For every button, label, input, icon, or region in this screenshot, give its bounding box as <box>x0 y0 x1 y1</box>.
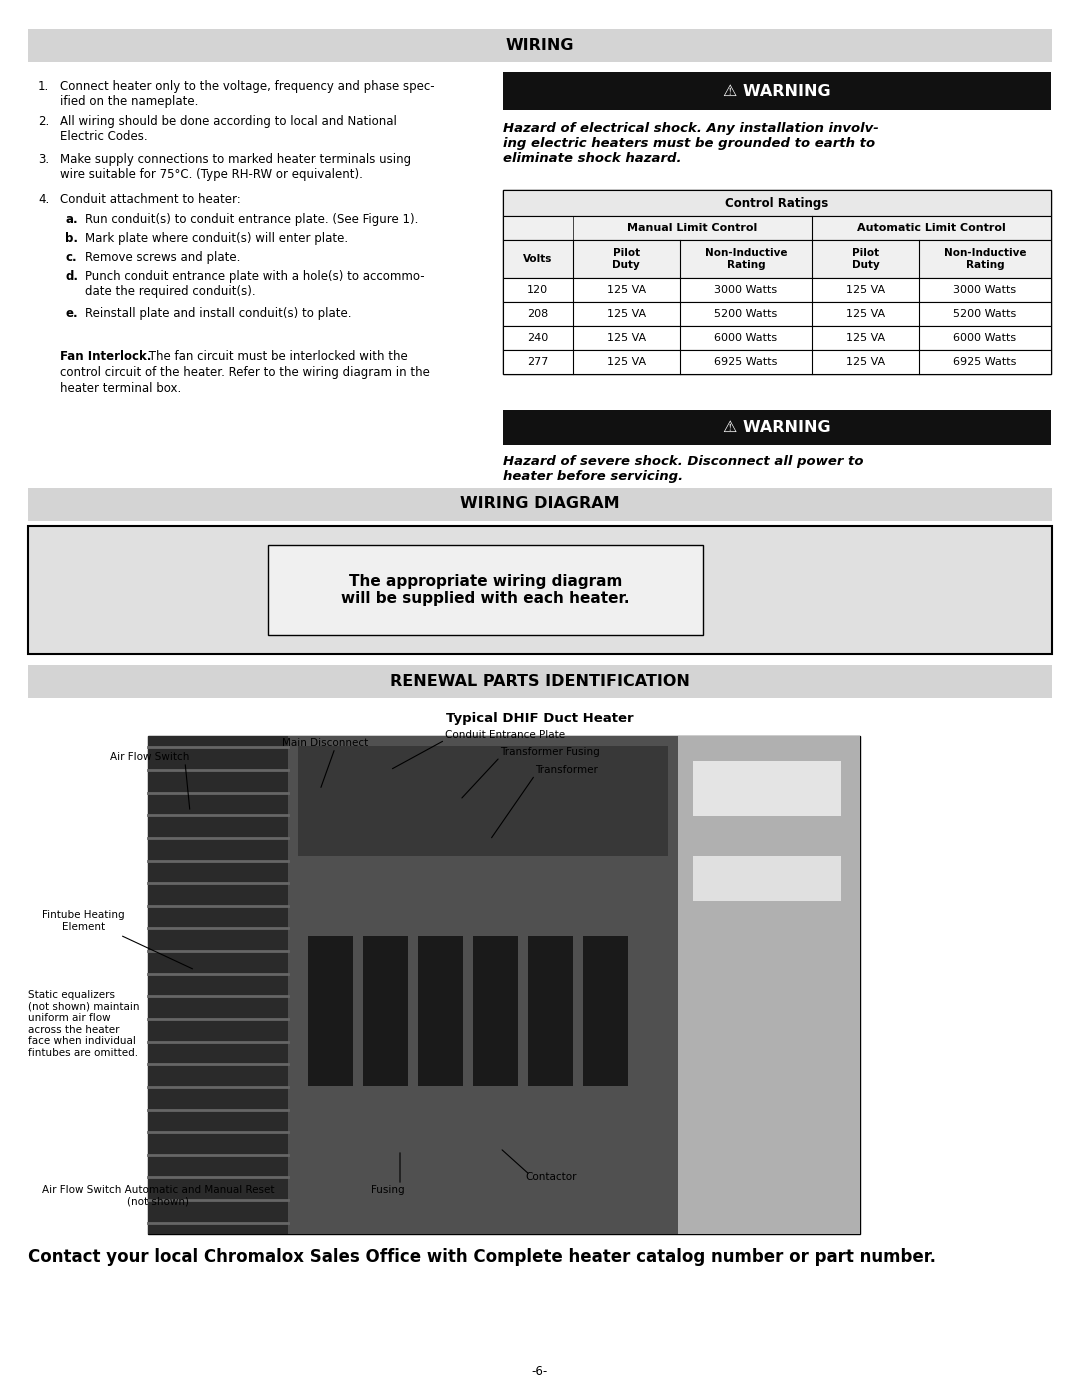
Text: 277: 277 <box>527 358 549 367</box>
Text: Transformer: Transformer <box>535 766 598 775</box>
FancyBboxPatch shape <box>503 351 1051 374</box>
Text: 125 VA: 125 VA <box>607 285 646 295</box>
Text: Non-Inductive
Rating: Non-Inductive Rating <box>704 249 787 270</box>
FancyBboxPatch shape <box>298 746 669 856</box>
Text: Volts: Volts <box>523 254 553 264</box>
Text: 5200 Watts: 5200 Watts <box>714 309 778 319</box>
Text: Air Flow Switch: Air Flow Switch <box>110 752 189 761</box>
Text: The fan circuit must be interlocked with the: The fan circuit must be interlocked with… <box>145 351 408 363</box>
Text: b.: b. <box>65 232 78 244</box>
FancyBboxPatch shape <box>678 736 860 1234</box>
Text: Pilot
Duty: Pilot Duty <box>612 249 640 270</box>
Text: Run conduit(s) to conduit entrance plate. (See Figure 1).: Run conduit(s) to conduit entrance plate… <box>85 212 418 226</box>
Text: 3000 Watts: 3000 Watts <box>714 285 778 295</box>
Text: 6925 Watts: 6925 Watts <box>714 358 778 367</box>
Text: a.: a. <box>65 212 78 226</box>
Text: Make supply connections to marked heater terminals using
wire suitable for 75°C.: Make supply connections to marked heater… <box>60 154 411 182</box>
FancyBboxPatch shape <box>28 29 1052 61</box>
FancyBboxPatch shape <box>503 302 1051 326</box>
Text: WIRING DIAGRAM: WIRING DIAGRAM <box>460 496 620 511</box>
FancyBboxPatch shape <box>28 527 1052 654</box>
Text: 1.: 1. <box>38 80 50 94</box>
Text: 3000 Watts: 3000 Watts <box>954 285 1016 295</box>
Text: Air Flow Switch Automatic and Manual Reset
(not shown): Air Flow Switch Automatic and Manual Res… <box>42 1185 274 1207</box>
Text: control circuit of the heater. Refer to the wiring diagram in the: control circuit of the heater. Refer to … <box>60 366 430 379</box>
Text: Contactor: Contactor <box>525 1172 577 1182</box>
FancyBboxPatch shape <box>503 240 1051 278</box>
Text: 240: 240 <box>527 332 549 344</box>
Text: 6925 Watts: 6925 Watts <box>954 358 1016 367</box>
FancyBboxPatch shape <box>693 856 841 901</box>
Text: 125 VA: 125 VA <box>607 332 646 344</box>
FancyBboxPatch shape <box>503 409 1051 446</box>
Text: 6000 Watts: 6000 Watts <box>714 332 778 344</box>
FancyBboxPatch shape <box>418 936 463 1085</box>
Text: 125 VA: 125 VA <box>846 358 885 367</box>
FancyBboxPatch shape <box>693 761 841 816</box>
FancyBboxPatch shape <box>28 488 1052 521</box>
Text: Hazard of severe shock. Disconnect all power to
heater before servicing.: Hazard of severe shock. Disconnect all p… <box>503 455 864 483</box>
Text: Control Ratings: Control Ratings <box>726 197 828 210</box>
Text: 125 VA: 125 VA <box>846 309 885 319</box>
FancyBboxPatch shape <box>503 73 1051 110</box>
FancyBboxPatch shape <box>268 545 703 636</box>
FancyBboxPatch shape <box>473 936 518 1085</box>
Text: Conduit attachment to heater:: Conduit attachment to heater: <box>60 193 241 205</box>
FancyBboxPatch shape <box>528 936 573 1085</box>
Text: -6-: -6- <box>531 1365 549 1377</box>
Text: e.: e. <box>65 307 78 320</box>
Text: 6000 Watts: 6000 Watts <box>954 332 1016 344</box>
Text: 3.: 3. <box>38 154 49 166</box>
Text: The appropriate wiring diagram
will be supplied with each heater.: The appropriate wiring diagram will be s… <box>341 574 630 606</box>
FancyBboxPatch shape <box>288 736 678 1234</box>
Text: Static equalizers
(not shown) maintain
uniform air flow
across the heater
face w: Static equalizers (not shown) maintain u… <box>28 990 139 1058</box>
FancyBboxPatch shape <box>583 936 627 1085</box>
FancyBboxPatch shape <box>28 665 1052 698</box>
Text: WIRING: WIRING <box>505 38 575 53</box>
Text: 5200 Watts: 5200 Watts <box>954 309 1016 319</box>
Text: 125 VA: 125 VA <box>846 285 885 295</box>
Text: Transformer Fusing: Transformer Fusing <box>500 747 599 757</box>
Text: 125 VA: 125 VA <box>846 332 885 344</box>
Text: All wiring should be done according to local and National
Electric Codes.: All wiring should be done according to l… <box>60 115 396 142</box>
Text: Main Disconnect: Main Disconnect <box>282 738 368 747</box>
Text: d.: d. <box>65 270 78 284</box>
Text: Remove screws and plate.: Remove screws and plate. <box>85 251 241 264</box>
FancyBboxPatch shape <box>363 936 408 1085</box>
FancyBboxPatch shape <box>503 190 1051 374</box>
Text: 208: 208 <box>527 309 549 319</box>
FancyBboxPatch shape <box>503 217 1051 240</box>
Text: Mark plate where conduit(s) will enter plate.: Mark plate where conduit(s) will enter p… <box>85 232 348 244</box>
Text: 4.: 4. <box>38 193 50 205</box>
FancyBboxPatch shape <box>148 736 860 1234</box>
Text: Fusing: Fusing <box>372 1185 405 1194</box>
Text: Fan Interlock.: Fan Interlock. <box>60 351 151 363</box>
FancyBboxPatch shape <box>503 278 1051 302</box>
Text: Manual Limit Control: Manual Limit Control <box>627 224 757 233</box>
Text: ⚠ WARNING: ⚠ WARNING <box>724 420 831 434</box>
Text: Reinstall plate and install conduit(s) to plate.: Reinstall plate and install conduit(s) t… <box>85 307 351 320</box>
Text: Connect heater only to the voltage, frequency and phase spec-
ified on the namep: Connect heater only to the voltage, freq… <box>60 80 434 108</box>
Text: 125 VA: 125 VA <box>607 309 646 319</box>
Text: RENEWAL PARTS IDENTIFICATION: RENEWAL PARTS IDENTIFICATION <box>390 673 690 689</box>
FancyBboxPatch shape <box>308 936 353 1085</box>
Text: 125 VA: 125 VA <box>607 358 646 367</box>
FancyBboxPatch shape <box>503 326 1051 351</box>
Text: Contact your local Chromalox Sales Office with Complete heater catalog number or: Contact your local Chromalox Sales Offic… <box>28 1248 936 1266</box>
Text: Pilot
Duty: Pilot Duty <box>852 249 879 270</box>
Text: heater terminal box.: heater terminal box. <box>60 381 181 395</box>
Text: Conduit Entrance Plate: Conduit Entrance Plate <box>445 731 565 740</box>
Text: c.: c. <box>65 251 77 264</box>
Text: Fintube Heating
Element: Fintube Heating Element <box>42 909 124 932</box>
Text: Typical DHIF Duct Heater: Typical DHIF Duct Heater <box>446 712 634 725</box>
Text: Non-Inductive
Rating: Non-Inductive Rating <box>944 249 1026 270</box>
Text: 2.: 2. <box>38 115 50 129</box>
Text: Punch conduit entrance plate with a hole(s) to accommo-
date the required condui: Punch conduit entrance plate with a hole… <box>85 270 424 298</box>
Text: Automatic Limit Control: Automatic Limit Control <box>858 224 1005 233</box>
Text: Hazard of electrical shock. Any installation involv-
ing electric heaters must b: Hazard of electrical shock. Any installa… <box>503 122 879 165</box>
Text: ⚠ WARNING: ⚠ WARNING <box>724 84 831 99</box>
Text: 120: 120 <box>527 285 549 295</box>
FancyBboxPatch shape <box>503 190 1051 217</box>
FancyBboxPatch shape <box>148 736 288 1234</box>
